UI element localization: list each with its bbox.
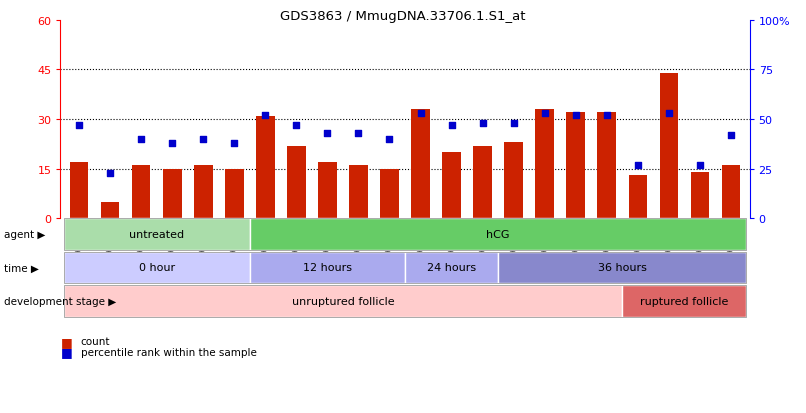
Bar bbox=[473, 146, 492, 219]
Point bbox=[259, 112, 272, 119]
Point bbox=[104, 170, 117, 177]
Bar bbox=[535, 110, 554, 219]
Bar bbox=[318, 163, 337, 219]
Point bbox=[663, 111, 675, 117]
Point bbox=[228, 140, 241, 147]
Point bbox=[725, 132, 737, 139]
Bar bbox=[691, 173, 709, 219]
Bar bbox=[629, 176, 647, 219]
Text: agent ▶: agent ▶ bbox=[4, 230, 45, 240]
Bar bbox=[256, 116, 275, 219]
Bar bbox=[380, 169, 399, 219]
Text: percentile rank within the sample: percentile rank within the sample bbox=[81, 347, 256, 357]
Text: time ▶: time ▶ bbox=[4, 263, 39, 273]
Point bbox=[383, 136, 396, 143]
Point bbox=[135, 136, 147, 143]
Point bbox=[507, 121, 520, 127]
Point bbox=[166, 140, 179, 147]
Bar bbox=[567, 113, 585, 219]
Bar bbox=[411, 110, 430, 219]
Point bbox=[321, 131, 334, 137]
Text: ruptured follicle: ruptured follicle bbox=[640, 296, 729, 306]
Point bbox=[352, 131, 365, 137]
Point bbox=[569, 112, 582, 119]
Text: 0 hour: 0 hour bbox=[139, 263, 175, 273]
Text: GDS3863 / MmugDNA.33706.1.S1_at: GDS3863 / MmugDNA.33706.1.S1_at bbox=[280, 10, 526, 23]
Text: ■: ■ bbox=[60, 345, 73, 358]
Point bbox=[445, 122, 458, 129]
Point bbox=[693, 162, 706, 169]
Text: unruptured follicle: unruptured follicle bbox=[292, 296, 394, 306]
Text: 12 hours: 12 hours bbox=[303, 263, 352, 273]
Bar bbox=[721, 166, 740, 219]
Text: 36 hours: 36 hours bbox=[598, 263, 646, 273]
Text: untreated: untreated bbox=[129, 230, 185, 240]
Text: count: count bbox=[81, 337, 110, 347]
Point bbox=[414, 111, 427, 117]
Text: ■: ■ bbox=[60, 335, 73, 348]
Bar bbox=[70, 163, 89, 219]
Point bbox=[631, 162, 644, 169]
Bar bbox=[659, 74, 678, 219]
Point bbox=[197, 136, 210, 143]
Text: 24 hours: 24 hours bbox=[427, 263, 476, 273]
Point bbox=[538, 111, 551, 117]
Bar bbox=[287, 146, 305, 219]
Bar bbox=[349, 166, 368, 219]
Text: development stage ▶: development stage ▶ bbox=[4, 296, 116, 306]
Bar bbox=[225, 169, 243, 219]
Point bbox=[290, 122, 303, 129]
Bar bbox=[597, 113, 616, 219]
Bar bbox=[132, 166, 151, 219]
Bar bbox=[442, 153, 461, 219]
Point bbox=[73, 122, 85, 129]
Point bbox=[600, 112, 613, 119]
Point bbox=[476, 121, 489, 127]
Text: hCG: hCG bbox=[486, 230, 510, 240]
Bar bbox=[101, 202, 119, 219]
Bar bbox=[194, 166, 213, 219]
Bar bbox=[163, 169, 181, 219]
Bar bbox=[505, 143, 523, 219]
